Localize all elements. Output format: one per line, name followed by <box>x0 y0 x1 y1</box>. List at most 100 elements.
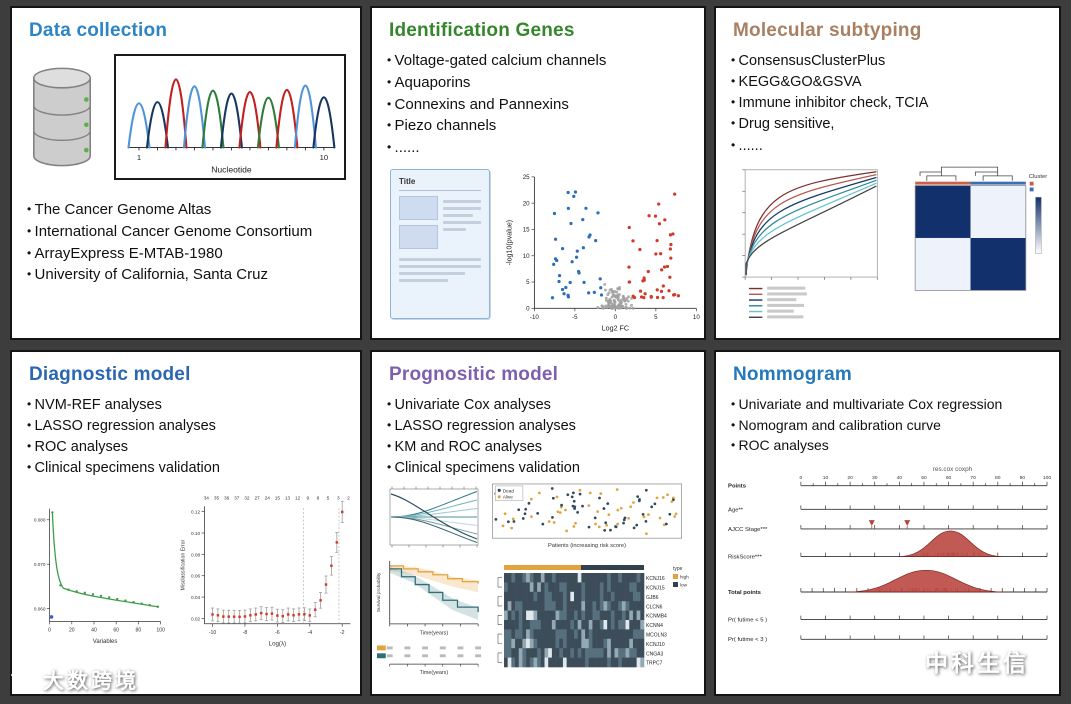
data-collection-list: The Cancer Genome Altas International Ca… <box>12 180 360 285</box>
svg-text:0.02: 0.02 <box>191 616 201 622</box>
svg-text:-log10(pvalue): -log10(pvalue) <box>506 220 514 266</box>
svg-text:CLCN6: CLCN6 <box>646 604 663 610</box>
doc-text-line <box>399 271 465 275</box>
list-item: Univariate Cox analyses <box>387 396 698 414</box>
svg-text:Time(years): Time(years) <box>420 630 449 636</box>
doc-text-line <box>442 213 474 217</box>
panel-title-prognostic-model: Prognositic model <box>389 364 559 385</box>
svg-text:2: 2 <box>347 495 350 501</box>
svg-text:-5: -5 <box>572 314 578 321</box>
list-item: LASSO regression analyses <box>27 417 354 435</box>
svg-text:90: 90 <box>1020 474 1026 480</box>
svg-text:-10: -10 <box>209 630 217 636</box>
svg-text:70: 70 <box>970 474 976 480</box>
svg-text:KCNJ15: KCNJ15 <box>646 585 665 591</box>
variable-selection-chart: 0 20 40 60 80 100 0.060 0.070 0.080 Variables <box>34 508 165 644</box>
svg-text:0.06: 0.06 <box>191 573 201 579</box>
svg-text:Nucleotide: Nucleotide <box>211 164 252 174</box>
svg-text:40: 40 <box>897 474 903 480</box>
list-item: ArrayExpress E-MTAB-1980 <box>27 245 354 264</box>
svg-text:Misclassification Error: Misclassification Error <box>181 539 187 590</box>
svg-text:80: 80 <box>995 474 1001 480</box>
svg-text:3: 3 <box>337 495 340 501</box>
list-item: Nomogram and calibration curve <box>731 417 1053 435</box>
svg-text:34: 34 <box>204 495 210 501</box>
svg-text:25: 25 <box>523 174 530 181</box>
svg-text:Time(years): Time(years) <box>420 669 449 675</box>
doc-figure-block <box>399 195 438 220</box>
volcano-plot: 0 5 10 15 20 25 -10 -5 0 5 10 Log2 FC -log10(pvalue) <box>506 174 701 332</box>
chromatogram-chart: 1 10 Nucleotide <box>114 54 346 180</box>
svg-text:13: 13 <box>285 495 291 501</box>
doc-figure-block <box>399 224 438 249</box>
panel-identification-genes: Identification Genes Voltage-gated calci… <box>370 6 706 340</box>
identification-genes-list: Voltage-gated calcium channels Aquaporin… <box>372 42 704 158</box>
svg-text:CNGA3: CNGA3 <box>646 651 663 657</box>
panel-title-diagnostic-model: Diagnostic model <box>29 364 191 385</box>
doc-text-line <box>399 264 481 268</box>
svg-text:5: 5 <box>526 279 530 286</box>
list-item: Aquaporins <box>387 74 698 93</box>
svg-text:32: 32 <box>244 495 250 501</box>
svg-text:0.04: 0.04 <box>191 594 201 600</box>
svg-text:40: 40 <box>91 627 97 633</box>
molecular-subtyping-list: ConsensusClusterPlus KEGG&GO&GSVA Immune… <box>716 42 1059 155</box>
svg-text:5: 5 <box>654 314 658 321</box>
svg-text:60: 60 <box>946 474 952 480</box>
watermark-left: 大数跨境 <box>9 665 139 695</box>
panel-diagnostic-model: Diagnostic model NVM-REF analyses LASSO … <box>10 350 362 696</box>
list-item: KEGG&GO&GSVA <box>731 73 1053 91</box>
list-item: The Cancer Genome Altas <box>27 201 354 220</box>
nomogram-figure-wrap: res.cox coxph Points 0 10 20 30 40 50 60 70 80 90 10… <box>716 458 1059 656</box>
svg-text:-4: -4 <box>307 630 312 636</box>
svg-text:10: 10 <box>823 474 829 480</box>
svg-text:0.12: 0.12 <box>191 509 201 515</box>
svg-text:80: 80 <box>136 627 142 633</box>
doc-text-line <box>399 257 481 261</box>
paper-mockup-title: Title <box>399 176 416 186</box>
doc-text-line <box>442 227 466 231</box>
svg-text:Pr( futime < 3 ): Pr( futime < 3 ) <box>728 637 767 643</box>
svg-text:RiskScore***: RiskScore*** <box>728 554 762 560</box>
svg-text:0.070: 0.070 <box>34 562 46 567</box>
panel-title-data-collection: Data collection <box>29 20 168 41</box>
paper-mockup: Title <box>390 168 490 319</box>
list-item: Drug sensitive, <box>731 115 1053 133</box>
data-collection-figures: 1 10 Nucleotide <box>12 42 360 180</box>
consensus-cdf-chart <box>742 169 878 319</box>
list-item: ConsensusClusterPlus <box>731 52 1053 70</box>
svg-text:30: 30 <box>872 474 878 480</box>
svg-text:Points: Points <box>728 483 747 489</box>
svg-text:KCNJ16: KCNJ16 <box>646 576 665 582</box>
svg-text:12: 12 <box>295 495 301 501</box>
svg-text:0.10: 0.10 <box>191 530 201 536</box>
panel-title-molecular-subtyping: Molecular subtyping <box>733 20 922 41</box>
svg-text:res.cox coxph: res.cox coxph <box>933 465 973 472</box>
molecular-subtyping-figures: Cluster <box>716 158 1059 325</box>
list-item: LASSO regression analyses <box>387 417 698 435</box>
cv-error-chart: 34 35 36 37 32 27 24 15 13 12 9 8 5 3 2-10 -8 -6 -4 -20.02… <box>181 495 351 647</box>
svg-text:15: 15 <box>275 495 281 501</box>
svg-text:Age**: Age** <box>728 507 744 513</box>
consensus-matrix-heatmap: Cluster <box>914 166 1047 291</box>
doc-text-line <box>442 206 481 210</box>
list-item: ...... <box>387 139 698 158</box>
svg-text:low: low <box>680 582 688 587</box>
svg-text:Cluster: Cluster <box>1029 173 1047 179</box>
watermark-right-text: 中科生信 <box>925 650 1029 676</box>
svg-text:Patients (increasing risk scor: Patients (increasing risk score) <box>548 543 626 549</box>
nomogram-chart: res.cox coxph Points 0 10 20 30 40 50 60 70 80 90 10… <box>728 465 1051 643</box>
svg-text:Alive: Alive <box>503 494 514 500</box>
list-item: University of California, Santa Cruz <box>27 266 354 285</box>
doc-text-line <box>399 278 449 282</box>
svg-text:0.060: 0.060 <box>34 606 46 611</box>
svg-text:100: 100 <box>1043 474 1051 480</box>
svg-text:0.08: 0.08 <box>191 552 201 558</box>
svg-text:high: high <box>680 574 689 579</box>
diagnostic-model-figures: 0 20 40 60 80 100 0.060 0.070 0.080 Variables 34 3… <box>12 481 360 659</box>
svg-text:Pr( futime < 5 ): Pr( futime < 5 ) <box>728 617 767 623</box>
svg-text:15: 15 <box>523 226 530 233</box>
svg-text:KCNN4: KCNN4 <box>646 623 663 629</box>
svg-text:36: 36 <box>224 495 230 501</box>
